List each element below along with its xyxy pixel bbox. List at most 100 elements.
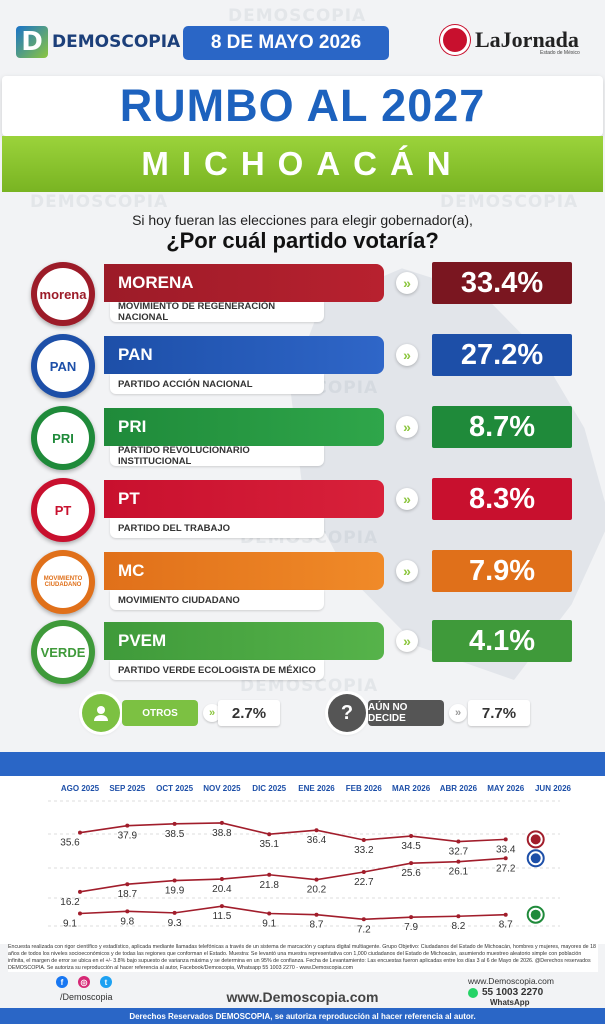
data-point <box>267 872 272 877</box>
data-point <box>219 820 224 825</box>
data-label: 18.7 <box>118 889 138 900</box>
data-point <box>125 882 130 887</box>
data-label: 8.2 <box>451 921 465 932</box>
party-vote-percentage: 27.2% <box>432 334 572 376</box>
watermark: DEMOSCOPIA <box>228 6 367 26</box>
person-icon <box>82 694 120 732</box>
others-value: 2.7% <box>218 700 280 726</box>
data-point <box>78 911 82 916</box>
website-link[interactable]: www.Demoscopia.com <box>226 989 379 1005</box>
party-full-name: MOVIMIENTO CIUDADANO <box>110 590 324 610</box>
party-logo-text: PRI <box>37 412 89 464</box>
data-point <box>456 859 461 864</box>
question-line1: Si hoy fueran las elecciones para elegir… <box>132 212 473 228</box>
facebook-icon[interactable]: f <box>56 976 68 988</box>
data-point <box>78 830 82 835</box>
twitter-icon[interactable]: t <box>100 976 112 988</box>
party-logo-text: PT <box>37 484 89 536</box>
x-tick-label: SEP 2025 <box>109 784 145 793</box>
data-label: 8.7 <box>310 920 324 931</box>
party-logo-text: MOVIMIENTO CIUDADANO <box>37 556 89 608</box>
data-point <box>503 856 508 861</box>
data-label: 9.1 <box>63 918 77 929</box>
party-row: MOVIMIENTO CIUDADANO MC MOVIMIENTO CIUDADA… <box>0 550 605 620</box>
data-label: 33.2 <box>354 845 374 856</box>
party-row: PRI PRI PARTIDO REVOLUCIONARIO INSTITUCION… <box>0 406 605 476</box>
chevron-right-icon: » <box>449 704 467 722</box>
data-label: 19.9 <box>165 886 185 897</box>
phone-number: 55 1003 2270 <box>482 987 544 998</box>
social-icons: f ◎ t <box>56 976 112 988</box>
x-tick-label: AGO 2025 <box>61 784 100 793</box>
chevron-right-icon: » <box>396 272 418 294</box>
data-label: 16.2 <box>60 897 80 908</box>
party-logo-text: morena <box>37 268 89 320</box>
undecided-label: AÚN NO DECIDE <box>368 700 444 726</box>
chevron-right-icon: » <box>396 344 418 366</box>
data-label: 20.4 <box>212 884 232 895</box>
chevron-right-icon: » <box>396 488 418 510</box>
series-end-logo-icon <box>530 853 541 864</box>
data-point <box>409 861 414 866</box>
series-line-morena <box>79 822 506 843</box>
survey-date: 8 DE MAYO 2026 <box>183 26 389 60</box>
party-name-bar: PRI <box>104 408 384 446</box>
party-row: PT PT PARTIDO DEL TRABAJO» 8.3% <box>0 478 605 548</box>
watermark: DEMOSCOPIA <box>240 676 379 696</box>
website-link-small[interactable]: www.Demoscopia.com <box>468 976 554 986</box>
party-logo-icon: PT <box>31 478 95 542</box>
party-name-bar: MC <box>104 552 384 590</box>
jornada-seal-icon <box>440 25 470 55</box>
title-panel: RUMBO AL 2027 <box>2 76 603 136</box>
party-vote-percentage: 8.3% <box>432 478 572 520</box>
data-point <box>172 878 177 883</box>
chevron-right-icon: » <box>396 630 418 652</box>
data-point <box>409 915 414 920</box>
rights-footer: Derechos Reservados DEMOSCOPIA, se autor… <box>0 1008 605 1024</box>
party-vote-percentage: 7.9% <box>432 550 572 592</box>
data-label: 38.8 <box>212 828 232 839</box>
undecided-value: 7.7% <box>468 700 530 726</box>
party-logo-text: VERDE <box>37 626 89 678</box>
data-point <box>314 877 319 882</box>
trend-chart: AGO 2025 SEP 2025 OCT 2025 NOV 2025 DIC 2025… <box>48 784 572 935</box>
data-label: 8.7 <box>499 920 513 931</box>
data-point <box>267 911 272 916</box>
data-label: 22.7 <box>354 877 374 888</box>
party-full-name: PARTIDO VERDE ECOLOGISTA DE MÉXICO <box>110 660 324 680</box>
party-logo-text: PAN <box>37 340 89 392</box>
la-jornada-logo: LaJornada <box>440 25 579 55</box>
party-logo-icon: morena <box>31 262 95 326</box>
data-label: 37.9 <box>118 831 138 842</box>
x-tick-label: NOV 2025 <box>203 784 241 793</box>
party-name-bar: PT <box>104 480 384 518</box>
data-point <box>125 823 130 828</box>
data-label: 9.8 <box>120 916 134 927</box>
data-label: 34.5 <box>401 841 421 852</box>
chevron-right-icon: » <box>396 416 418 438</box>
series-end-logo-icon <box>530 909 541 920</box>
data-point <box>219 877 224 882</box>
data-point <box>503 912 508 917</box>
party-name-bar: MORENA <box>104 264 384 302</box>
trend-chart-panel <box>0 776 605 944</box>
x-tick-label: FEB 2026 <box>346 784 383 793</box>
partner-name: LaJornada <box>475 27 579 52</box>
data-label: 26.1 <box>449 867 469 878</box>
data-label: 11.5 <box>213 911 232 922</box>
data-point <box>172 910 177 915</box>
data-label: 35.1 <box>259 839 279 850</box>
chart-top-band <box>0 752 605 776</box>
data-point <box>361 870 366 875</box>
instagram-icon[interactable]: ◎ <box>78 976 90 988</box>
page-title: RUMBO AL 2027 <box>119 80 486 131</box>
data-point <box>456 914 461 919</box>
data-point <box>78 889 82 894</box>
state-name: MICHOACÁN <box>141 145 464 182</box>
question-mark-icon: ? <box>328 694 366 732</box>
series-line-PAN <box>79 857 506 893</box>
x-tick-label: MAR 2026 <box>392 784 431 793</box>
methodology-note: Encuesta realizada con rigor científico … <box>8 944 598 972</box>
chevron-right-icon: » <box>203 704 221 722</box>
data-label: 7.2 <box>357 924 371 935</box>
